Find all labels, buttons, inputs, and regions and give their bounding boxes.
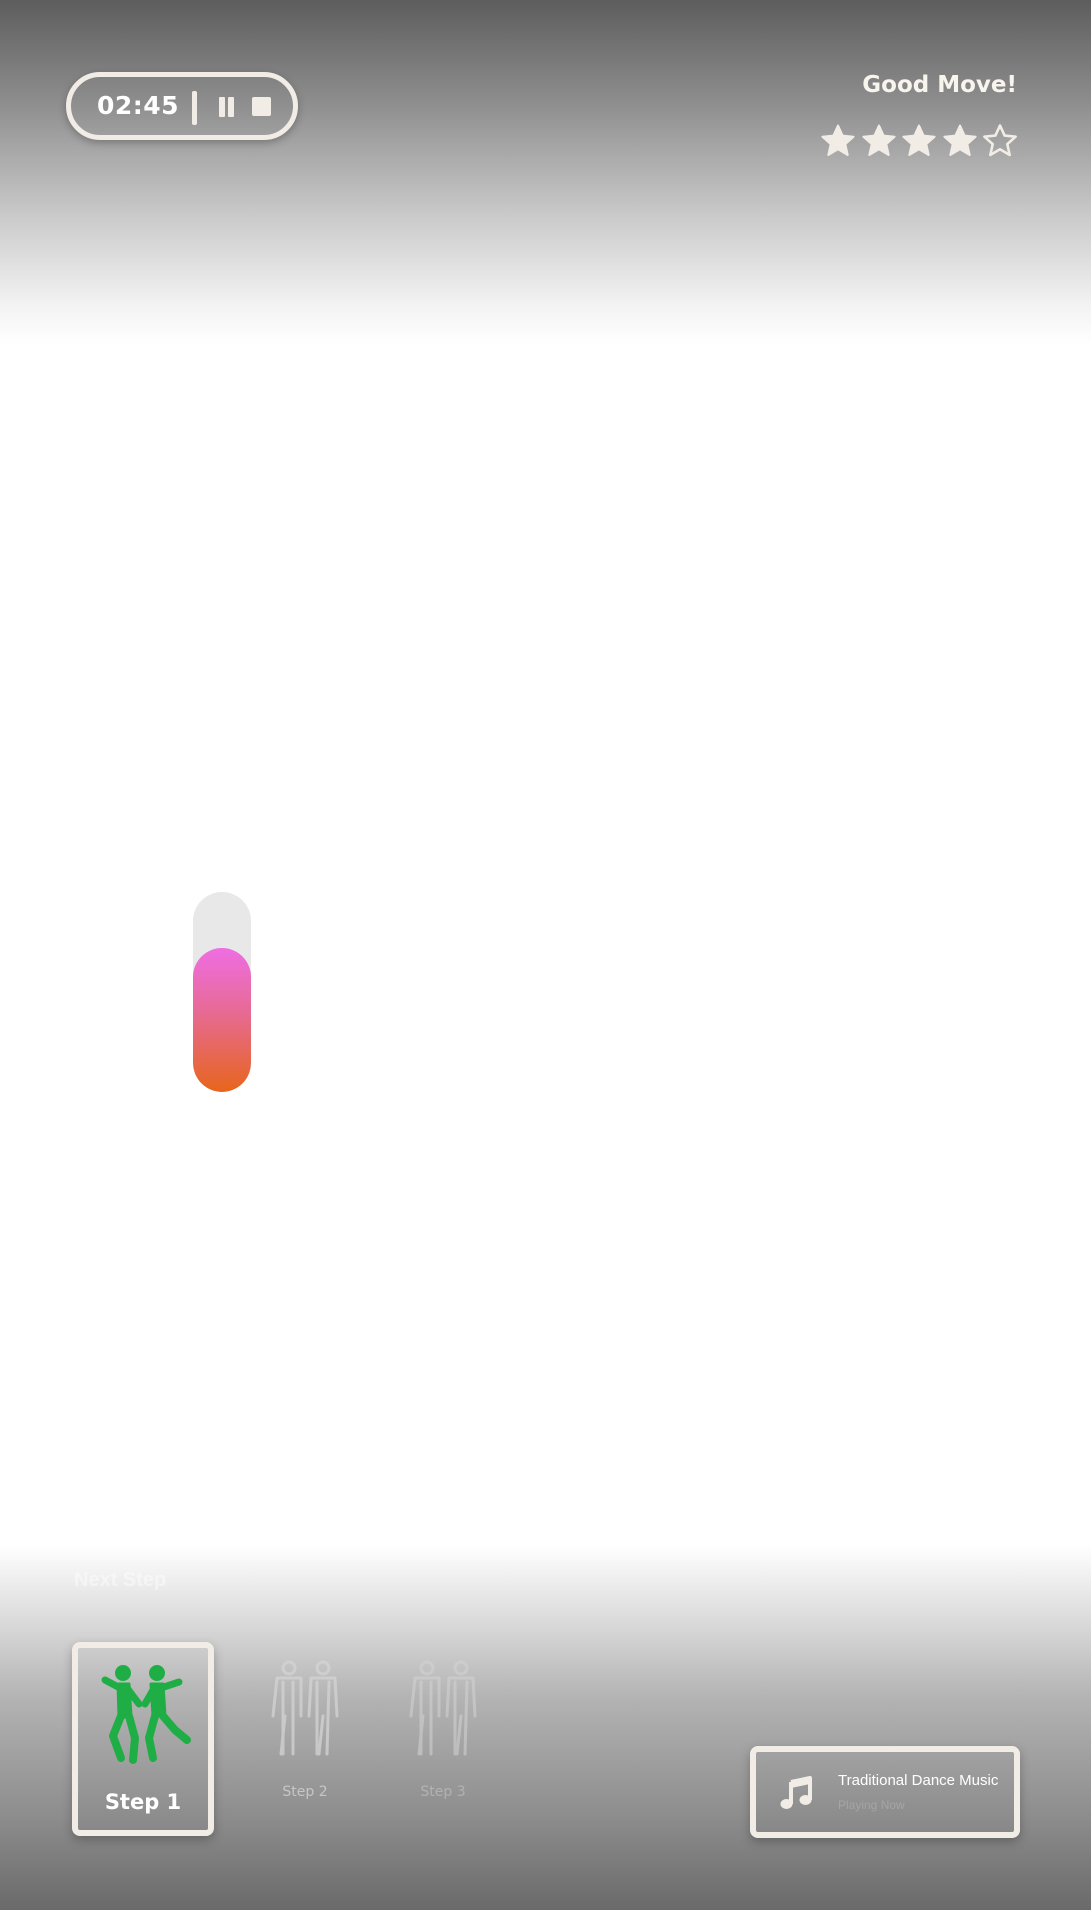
bottom-gradient-overlay [0, 1545, 1091, 1910]
star-filled-icon [902, 124, 936, 156]
power-meter [193, 892, 251, 1092]
move-feedback-text: Good Move! [862, 72, 1017, 98]
step-card-1[interactable]: Step 1 [72, 1642, 214, 1836]
dancing-couple-icon [101, 1665, 191, 1764]
now-playing-card[interactable]: Traditional Dance Music Playing Now [750, 1746, 1020, 1838]
music-note-icon [780, 1776, 812, 1809]
star-outline-icon [983, 124, 1017, 157]
stop-button[interactable] [252, 97, 271, 116]
step-card-3[interactable]: Step 3 [372, 1642, 514, 1836]
pause-icon [219, 97, 225, 117]
star-filled-icon [861, 124, 896, 156]
next-step-label: Next Step [74, 1569, 167, 1591]
music-status: Playing Now [838, 1798, 905, 1812]
power-meter-fill [193, 948, 251, 1092]
step-card-2[interactable]: Step 2 [234, 1642, 376, 1836]
top-gradient-overlay [0, 0, 1091, 345]
timer-divider [192, 91, 197, 125]
step-label: Step 1 [104, 1790, 182, 1814]
star-filled-icon [942, 124, 977, 156]
star-filled-icon [821, 124, 855, 156]
standing-couple-outline-icon [271, 1660, 339, 1756]
step-label: Step 2 [282, 1784, 328, 1800]
step-label: Step 3 [420, 1784, 466, 1800]
pause-button[interactable] [217, 97, 237, 117]
music-title: Traditional Dance Music [838, 1772, 999, 1789]
timer-control: 02:45 [66, 72, 298, 140]
standing-couple-outline-icon [409, 1660, 477, 1756]
star-rating [821, 124, 1021, 164]
timer-value: 02:45 [97, 91, 180, 120]
